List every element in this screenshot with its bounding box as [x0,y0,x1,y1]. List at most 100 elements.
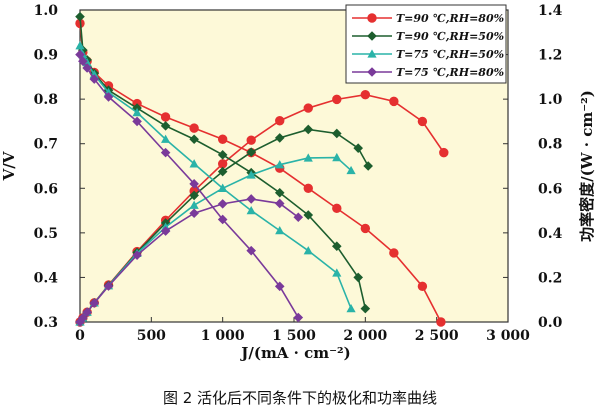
voltage-point [389,248,399,258]
voltage-point [275,226,285,235]
power-point [78,313,88,323]
voltage-point [360,303,371,314]
voltage-point [417,281,428,292]
voltage-point [353,272,363,283]
power-point [189,190,199,201]
power-point [360,89,371,100]
voltage-point [160,121,171,131]
power-point [189,208,199,219]
voltage-point [217,214,228,225]
voltage-point [246,245,256,256]
voltage-point [217,150,228,160]
legend-item: T=90 ℃,RH=50% [352,30,504,43]
x-tick-label: 1 500 [272,328,316,344]
power-point [103,281,114,291]
power-point [439,147,449,158]
power-point [353,143,363,153]
power-point [303,103,313,113]
voltage-point [332,203,342,214]
y-right-tick-labels: 0.0 0.2 0.4 0.6 0.8 1.0 1.2 1.4 [538,3,563,331]
x-tick-label: 0 [75,328,85,344]
voltage-point [189,159,199,168]
power-point [246,147,256,157]
legend-label: T=75 ℃,RH=50% [396,48,504,61]
y-left-tick-label: 0.9 [34,48,58,64]
voltage-point [160,147,171,158]
voltage-point [189,179,199,189]
x-tick-labels: 0 500 1 000 1 500 2 000 2 500 3 000 [75,328,530,344]
voltage-point [89,74,100,84]
y-left-tick-label: 0.4 [34,270,59,286]
power-point [417,116,428,127]
y-left-tick-labels: 0.3 0.4 0.5 0.6 0.7 0.8 0.9 1.0 [34,3,59,331]
voltage-point [189,123,199,133]
legend-label: T=90 ℃,RH=50% [396,30,504,43]
power-point [246,170,256,179]
voltage-point [132,107,142,117]
power-point [160,226,171,236]
series-layer [75,11,449,327]
power-point [274,198,285,209]
power-point [246,194,256,204]
y-left-tick-label: 0.7 [34,137,58,153]
voltage-point [75,41,85,50]
power-point [275,116,285,126]
voltage-point [82,63,92,73]
y-right-tick-label: 1.4 [538,3,563,19]
x-tick-label: 2 000 [343,328,387,344]
legend-item: T=90 ℃,RH=80% [352,12,504,25]
voltage-point [332,268,342,277]
power-point [303,124,314,135]
power-point [217,159,228,169]
legend-item: T=75 ℃,RH=80% [352,66,504,79]
x-tick-label: 3 000 [486,328,530,344]
legend: T=90 ℃,RH=80% T=90 ℃,RH=50% T=75 ℃,RH=50% T… [345,4,507,84]
voltage-point [160,112,171,122]
y-left-tick-label: 0.8 [34,92,58,108]
power-point [217,199,228,209]
legend-label: T=90 ℃,RH=80% [396,12,504,25]
y-right-tick-label: 1.2 [538,48,562,64]
power-point [132,250,142,260]
y-left-axis-title: V/V [0,151,18,181]
legend-marker [367,49,377,58]
voltage-point [303,246,313,255]
voltage-point [161,134,171,143]
power-point [274,133,285,143]
power-point [363,161,373,171]
voltage-point [274,187,285,198]
y-right-tick-label: 0.2 [538,270,562,286]
y-left-tick-label: 0.6 [34,181,58,197]
power-point [346,165,356,175]
voltage-point [293,312,304,323]
x-tick-label: 500 [137,328,166,344]
legend-marker [367,67,377,77]
voltage-point [436,317,446,327]
voltage-point [303,210,314,220]
power-point [303,153,313,162]
power-point [246,135,256,145]
voltage-point [360,223,371,234]
voltage-point [189,134,199,145]
series-4 [75,49,304,327]
power-point [332,128,342,139]
voltage-point [75,11,85,22]
y-right-axis-title: 功率密度/(W · cm⁻²) [578,90,596,242]
y-right-tick-label: 0.8 [538,137,562,153]
power-point [218,183,228,192]
power-point [293,212,304,223]
power-point [389,96,399,107]
y-right-tick-label: 0.0 [538,315,563,331]
voltage-point [103,92,114,102]
figure-caption: 图 2 活化后不同条件下的极化和功率曲线 [163,389,437,407]
y-left-tick-label: 0.3 [34,315,58,331]
y-right-tick-label: 1.0 [538,92,563,108]
power-point [332,94,342,105]
x-axis-title: J/(mA · cm⁻²) [239,344,350,362]
voltage-point [217,134,228,144]
voltage-point [246,205,256,215]
voltage-point [132,116,142,127]
power-point [332,152,342,162]
